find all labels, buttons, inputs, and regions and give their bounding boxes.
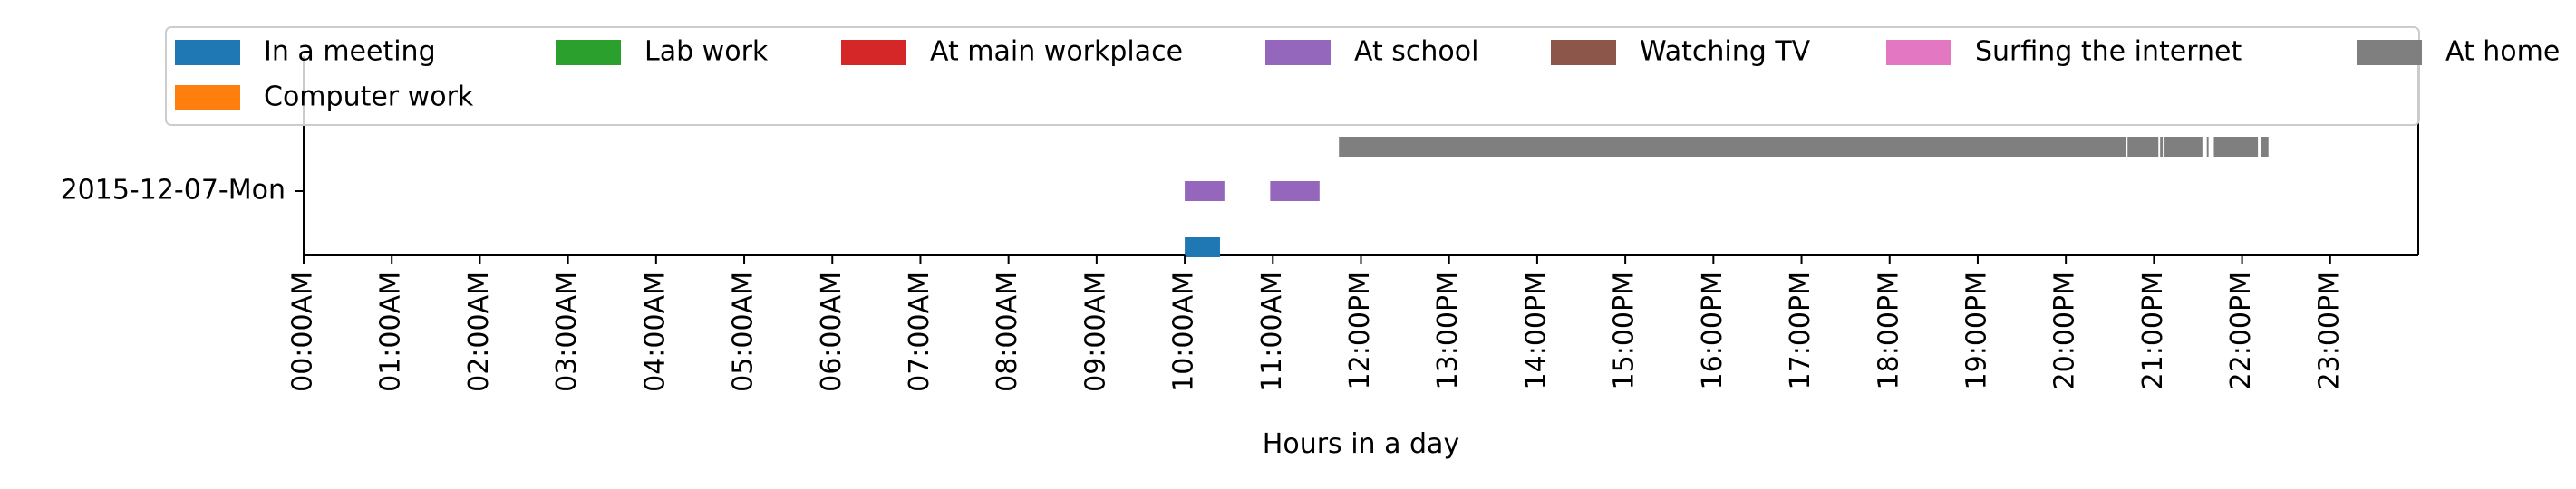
legend-label: At school [1354,36,1478,68]
x-axis-ticks: 00:00AM 01:00AM 02:00AM 03:00AM 04:00AM 05:00… [287,255,2345,392]
x-axis-title: Hours in a day [1263,428,1459,460]
legend-label: At main workplace [930,36,1183,68]
x-tick-label: 04:00AM [639,272,671,392]
legend-swatch [841,40,906,65]
x-tick-label: 11:00AM [1256,272,1288,392]
x-tick-label: 02:00AM [463,272,495,392]
legend-label: Surfing the internet [1975,36,2242,68]
x-tick-label: 22:00PM [2225,272,2257,389]
x-tick-label: 15:00PM [1609,272,1641,389]
activity-bar-at-home [2213,137,2259,157]
x-tick-label: 13:00PM [1432,272,1464,389]
x-tick-label: 23:00PM [2313,272,2345,389]
activity-bar-at-school [1270,181,1320,201]
activity-bar-at-home [2206,137,2209,157]
activity-bar-at-home [2160,137,2164,157]
x-tick-label: 07:00AM [904,272,935,392]
legend-label: In a meeting [264,36,436,68]
legend-swatch [175,40,240,65]
legend-label: Computer work [264,82,474,113]
x-tick-label: 05:00AM [728,272,760,392]
x-tick-label: 18:00PM [1873,272,1904,389]
legend-swatch [1886,40,1951,65]
y-tick-label: 2015-12-07-Mon [61,175,286,206]
x-tick-label: 03:00AM [551,272,583,392]
x-tick-label: 14:00PM [1520,272,1552,389]
activity-bar-at-home [1339,137,2126,157]
x-tick-label: 16:00PM [1697,272,1729,389]
legend-label: At home [2445,36,2560,68]
activity-bar-at-school [1185,181,1225,201]
legend-frame [165,26,2420,126]
x-tick-label: 01:00AM [375,272,407,392]
x-tick-label: 17:00PM [1785,272,1816,389]
activity-bar-at-home [2164,137,2203,157]
legend-swatch [1265,40,1331,65]
legend-label: Lab work [644,36,769,68]
activity-bars [1185,137,2269,257]
legend: In a meeting Lab work At main workplace At … [165,26,2560,126]
activity-bar-at-home [2127,137,2159,157]
activity-bar-in-a-meeting [1185,237,1220,257]
x-tick-label: 10:00AM [1168,272,1200,392]
x-tick-label: 19:00PM [1961,272,1992,389]
legend-label: Watching TV [1640,36,1811,68]
legend-swatch [1551,40,1616,65]
activity-bar-at-home [2261,137,2269,157]
x-tick-label: 06:00AM [816,272,847,392]
legend-swatch [2357,40,2422,65]
x-tick-label: 00:00AM [287,272,319,392]
legend-swatch [556,40,621,65]
x-tick-label: 09:00AM [1080,272,1111,392]
y-axis-tick: 2015-12-07-Mon [61,175,304,206]
x-tick-label: 08:00AM [992,272,1023,392]
x-tick-label: 20:00PM [2049,272,2081,389]
legend-swatch [175,85,240,110]
x-tick-label: 12:00PM [1344,272,1376,389]
x-tick-label: 21:00PM [2137,272,2169,389]
